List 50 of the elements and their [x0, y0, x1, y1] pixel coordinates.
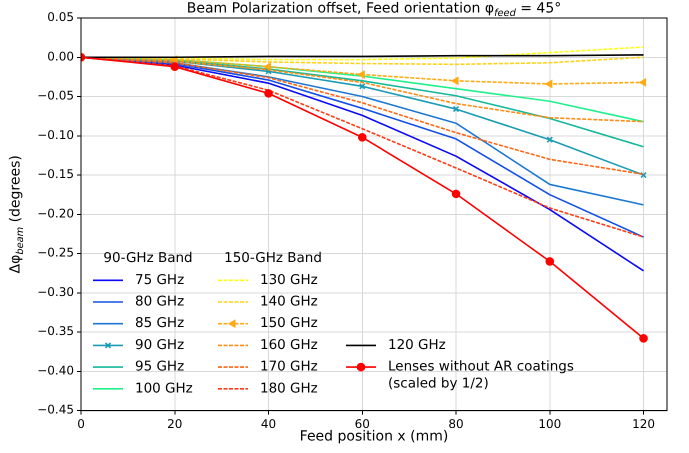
legend-label: 170 GHz	[260, 358, 318, 375]
point	[452, 190, 460, 198]
x-axis-title: Feed position x (mm)	[300, 428, 448, 445]
x-tick-label: 100	[538, 416, 562, 431]
y-tick-label: −0.35	[37, 324, 74, 338]
y-tick-label: 0.00	[47, 49, 74, 64]
legend-label: 80 GHz	[135, 294, 184, 310]
point	[639, 334, 648, 343]
point	[358, 133, 367, 142]
y-tick-label: −0.45	[37, 402, 74, 417]
y-tick-label: −0.25	[37, 246, 74, 260]
y-tick-label: −0.40	[37, 363, 74, 378]
x-tick-label: 20	[167, 416, 182, 431]
legend-label: 140 GHz	[260, 294, 318, 310]
y-tick-label: −0.20	[37, 206, 74, 220]
point	[452, 76, 459, 85]
point	[546, 136, 554, 143]
point	[546, 80, 552, 88]
legend-label: 90 GHz	[135, 336, 184, 353]
x-tick-label: 80	[448, 416, 464, 431]
annotation: 90-GHz Band	[103, 250, 193, 266]
x-tick-label: 120	[632, 416, 656, 431]
point	[452, 106, 460, 112]
point	[546, 257, 554, 266]
y-axis-title: Δφbeam (degrees)	[8, 155, 26, 274]
legend-label: 85 GHz	[135, 315, 184, 332]
point	[359, 83, 366, 90]
legend-label: Lenses without AR coatings (scaled by 1/2)	[388, 358, 574, 392]
x-tick-label: 60	[354, 416, 370, 431]
point	[264, 89, 273, 98]
y-tick-label: 0.05	[47, 10, 74, 24]
legend-label: 160 GHz	[260, 336, 318, 353]
legend-label: 180 GHz	[260, 380, 318, 396]
legend-label: 95 GHz	[135, 358, 184, 375]
point	[358, 70, 365, 78]
annotation: 150-GHz Band	[224, 250, 322, 266]
legend-label: 75 GHz	[135, 272, 184, 288]
y-tick-label: −0.30	[37, 284, 74, 299]
point	[264, 62, 272, 71]
legend-label: 100 GHz	[135, 380, 193, 396]
y-tick-label: −0.05	[37, 88, 74, 103]
x-tick-label: 40	[260, 416, 276, 431]
legend-label: 120 GHz	[388, 336, 446, 353]
legend-label: 150 GHz	[260, 315, 318, 332]
legend-label: 130 GHz	[260, 272, 318, 288]
y-tick-label: −0.10	[37, 128, 74, 142]
x-tick-label: 0	[77, 416, 85, 431]
point	[170, 62, 180, 71]
y-tick-label: −0.15	[37, 167, 74, 182]
point	[639, 78, 646, 86]
